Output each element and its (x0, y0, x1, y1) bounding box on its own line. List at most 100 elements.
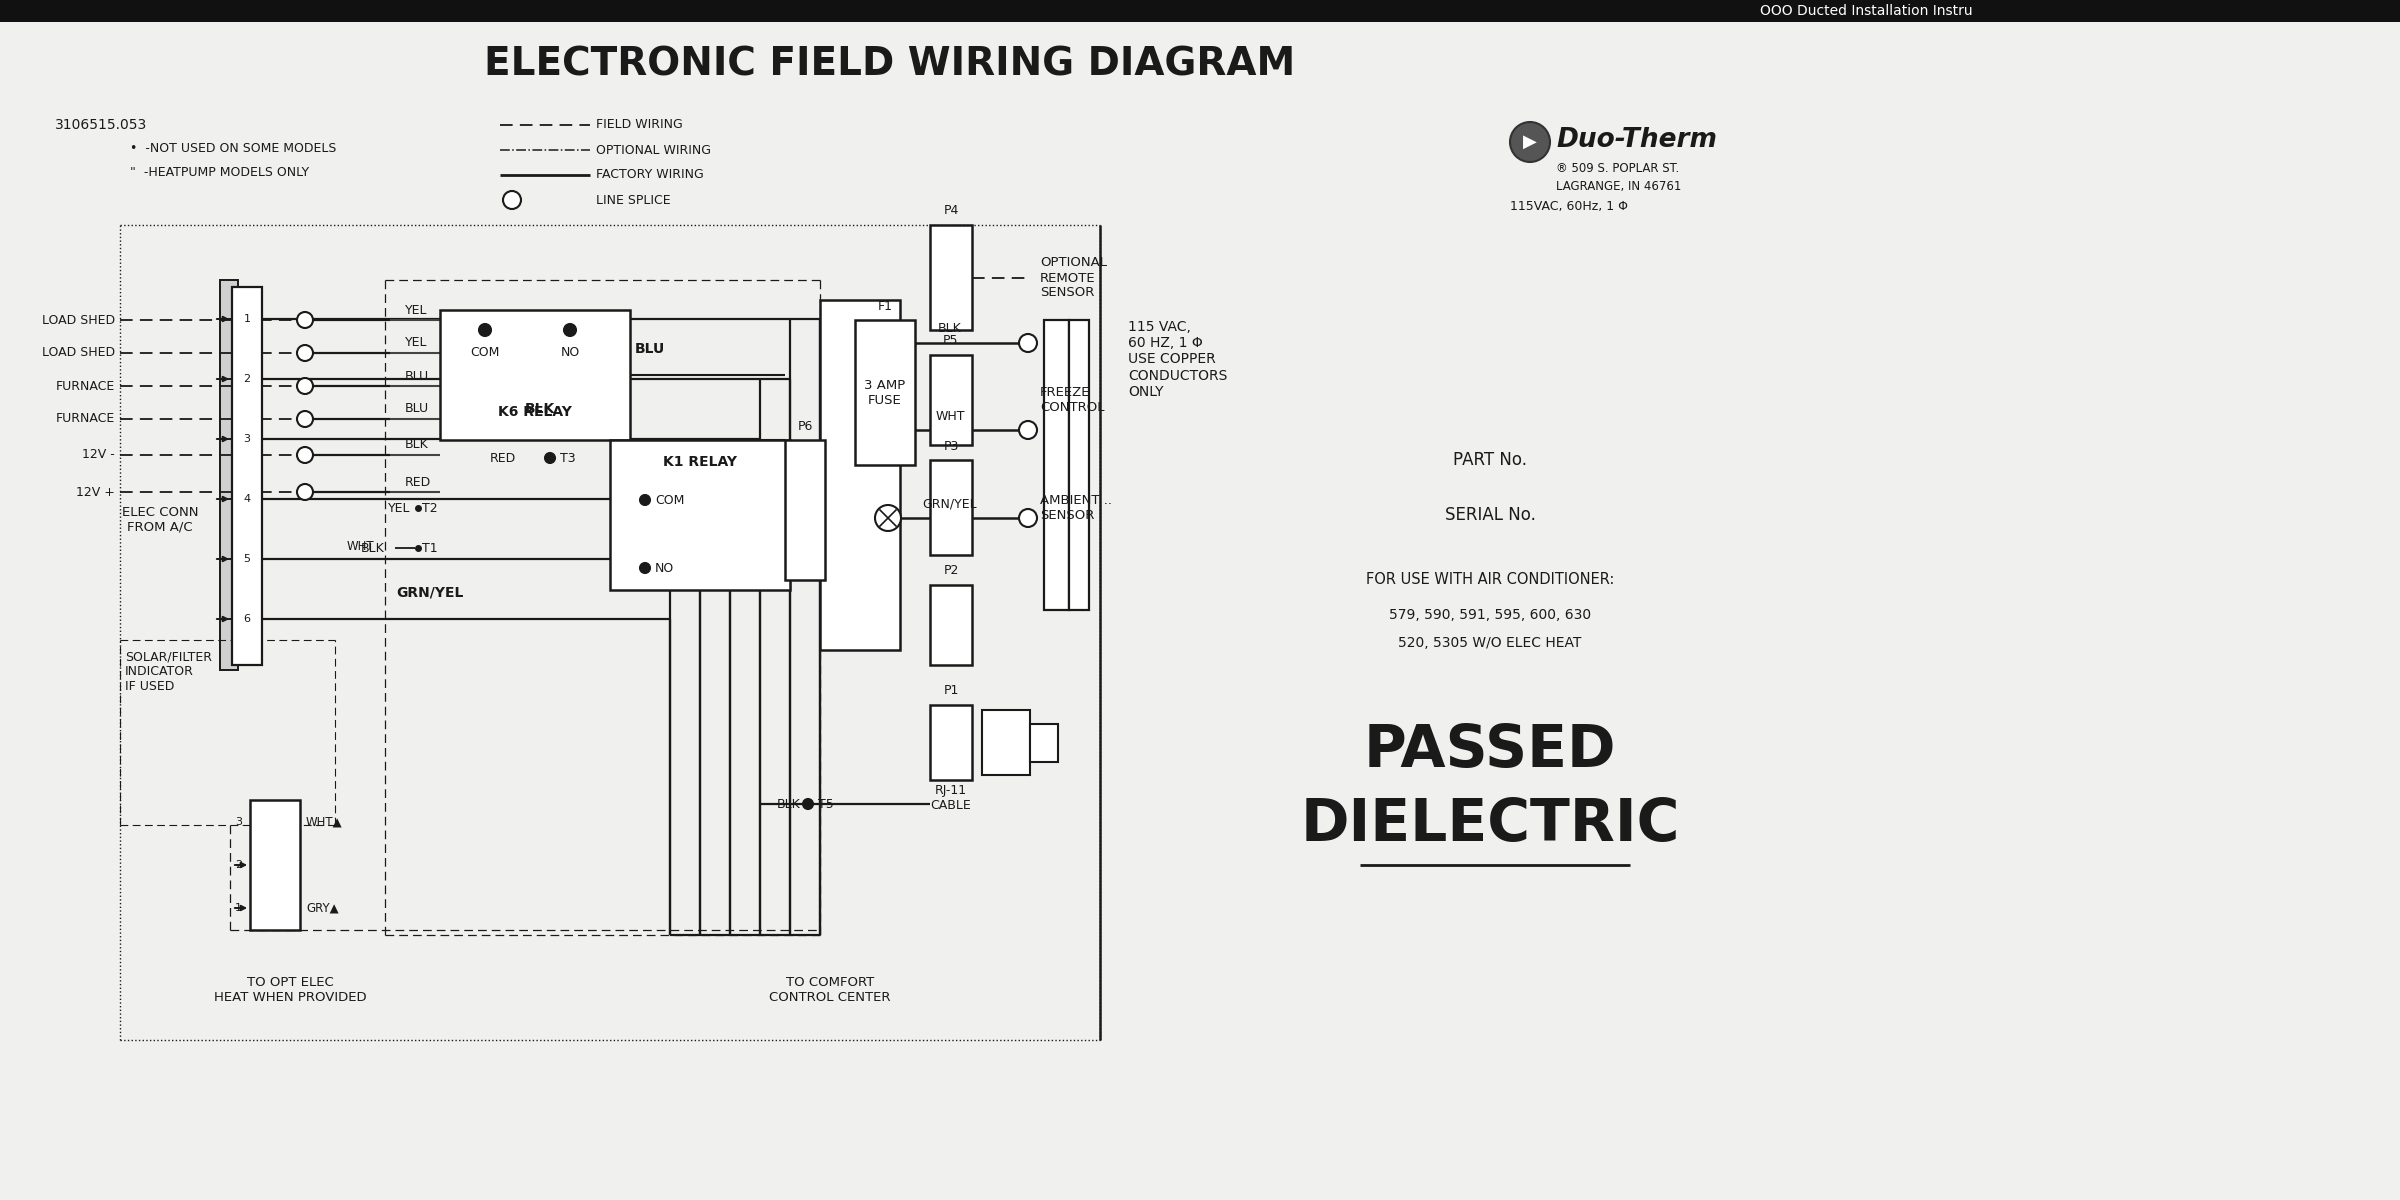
Circle shape (1020, 509, 1037, 527)
Text: LOAD SHED: LOAD SHED (41, 313, 115, 326)
Text: LOAD SHED: LOAD SHED (41, 347, 115, 360)
Text: BLU: BLU (406, 402, 430, 415)
Text: FOR USE WITH AIR CONDITIONER:: FOR USE WITH AIR CONDITIONER: (1366, 572, 1615, 588)
Text: BLU: BLU (406, 370, 430, 383)
Text: PART No.: PART No. (1452, 451, 1526, 469)
Text: FIELD WIRING: FIELD WIRING (595, 119, 682, 132)
Text: LAGRANGE, IN 46761: LAGRANGE, IN 46761 (1555, 180, 1682, 193)
Text: 1: 1 (235, 902, 242, 913)
Bar (931, 584, 972, 665)
Text: NO: NO (655, 562, 674, 575)
Text: WHT: WHT (936, 409, 965, 422)
Circle shape (564, 324, 576, 336)
Text: RED: RED (406, 475, 432, 488)
Text: T1: T1 (422, 541, 437, 554)
Circle shape (298, 410, 312, 427)
Text: BLU: BLU (636, 342, 665, 356)
Circle shape (298, 346, 312, 361)
Bar (785, 440, 826, 580)
Text: GRN/YEL: GRN/YEL (922, 498, 977, 510)
Text: ▶: ▶ (1524, 133, 1536, 151)
Bar (0, 0, 2400, 22)
Text: P3: P3 (943, 439, 958, 452)
Text: NO: NO (559, 346, 581, 359)
Circle shape (545, 452, 554, 463)
Bar (982, 710, 1030, 775)
Text: LINE SPLICE: LINE SPLICE (595, 193, 670, 206)
Circle shape (298, 484, 312, 500)
Text: 6: 6 (242, 614, 250, 624)
Text: FACTORY WIRING: FACTORY WIRING (595, 168, 703, 181)
Text: OOO Ducted Installation Instru: OOO Ducted Installation Instru (1759, 4, 1973, 18)
Circle shape (641, 563, 650, 572)
Text: BLK: BLK (362, 541, 384, 554)
Text: AMBIENT ..
SENSOR: AMBIENT .. SENSOR (1039, 494, 1111, 522)
Text: 3106515.053: 3106515.053 (55, 118, 146, 132)
Text: 3: 3 (242, 434, 250, 444)
Text: 12V +: 12V + (77, 486, 115, 498)
Text: SOLAR/FILTER
INDICATOR
IF USED: SOLAR/FILTER INDICATOR IF USED (125, 650, 211, 692)
Bar (931, 226, 972, 330)
Text: TO OPT ELEC
HEAT WHEN PROVIDED: TO OPT ELEC HEAT WHEN PROVIDED (214, 976, 367, 1004)
Text: RJ-11
CABLE: RJ-11 CABLE (931, 784, 972, 812)
Text: DIELECTRIC: DIELECTRIC (1301, 797, 1680, 853)
Text: P1: P1 (943, 684, 958, 697)
Text: P5: P5 (943, 335, 958, 348)
Bar (931, 355, 972, 445)
Text: 12V -: 12V - (82, 449, 115, 462)
Text: WHT: WHT (348, 540, 374, 553)
Circle shape (1020, 334, 1037, 352)
Text: 2: 2 (235, 860, 242, 870)
Circle shape (804, 799, 814, 809)
Text: ® 509 S. POPLAR ST.: ® 509 S. POPLAR ST. (1555, 162, 1680, 175)
Circle shape (1510, 122, 1550, 162)
Text: •  -NOT USED ON SOME MODELS: • -NOT USED ON SOME MODELS (130, 142, 336, 155)
Circle shape (1020, 421, 1037, 439)
Bar (821, 300, 900, 650)
Text: BLK: BLK (526, 402, 554, 416)
Text: COM: COM (655, 493, 684, 506)
Text: 3: 3 (235, 817, 242, 827)
Text: 1: 1 (242, 314, 250, 324)
Bar (854, 320, 914, 464)
Text: 115 VAC,
60 HZ, 1 Φ
USE COPPER
CONDUCTORS
ONLY: 115 VAC, 60 HZ, 1 Φ USE COPPER CONDUCTOR… (1128, 320, 1226, 398)
Text: P2: P2 (943, 564, 958, 577)
Bar (250, 800, 300, 930)
Text: T3: T3 (559, 451, 576, 464)
Circle shape (876, 505, 900, 530)
Text: OPTIONAL
REMOTE
SENSOR: OPTIONAL REMOTE SENSOR (1039, 257, 1106, 300)
Text: F1: F1 (878, 300, 893, 312)
Text: "  -HEATPUMP MODELS ONLY: " -HEATPUMP MODELS ONLY (130, 166, 310, 179)
Text: 115VAC, 60Hz, 1 Φ: 115VAC, 60Hz, 1 Φ (1510, 200, 1627, 214)
Text: GRY▲: GRY▲ (307, 901, 338, 914)
Text: BLK: BLK (938, 323, 962, 336)
Text: TO COMFORT
CONTROL CENTER: TO COMFORT CONTROL CENTER (770, 976, 890, 1004)
Circle shape (298, 378, 312, 394)
Text: FURNACE: FURNACE (55, 413, 115, 426)
Circle shape (298, 446, 312, 463)
Text: BLK: BLK (775, 798, 799, 810)
Text: OPTIONAL WIRING: OPTIONAL WIRING (595, 144, 710, 156)
Text: ELEC CONN
FROM A/C: ELEC CONN FROM A/C (122, 506, 199, 534)
Text: FURNACE: FURNACE (55, 379, 115, 392)
Bar (439, 310, 629, 440)
Bar (931, 460, 972, 554)
Text: GRN/YEL: GRN/YEL (396, 586, 463, 600)
Bar (610, 440, 790, 590)
Bar (1068, 320, 1090, 610)
Bar (1044, 320, 1068, 610)
Bar (221, 280, 238, 670)
Text: PASSED: PASSED (1363, 721, 1615, 779)
Circle shape (641, 494, 650, 505)
Circle shape (298, 312, 312, 328)
Text: 520, 5305 W/O ELEC HEAT: 520, 5305 W/O ELEC HEAT (1399, 636, 1582, 650)
Text: WHT▲: WHT▲ (307, 816, 343, 828)
Circle shape (504, 191, 521, 209)
Text: Duo-Therm: Duo-Therm (1555, 127, 1716, 152)
Text: 2: 2 (242, 374, 250, 384)
Text: YEL: YEL (406, 304, 427, 317)
Text: RED: RED (490, 451, 516, 464)
Text: 3 AMP
FUSE: 3 AMP FUSE (864, 379, 905, 407)
Text: 579, 590, 591, 595, 600, 630: 579, 590, 591, 595, 600, 630 (1390, 608, 1591, 622)
Text: SERIAL No.: SERIAL No. (1445, 506, 1536, 524)
